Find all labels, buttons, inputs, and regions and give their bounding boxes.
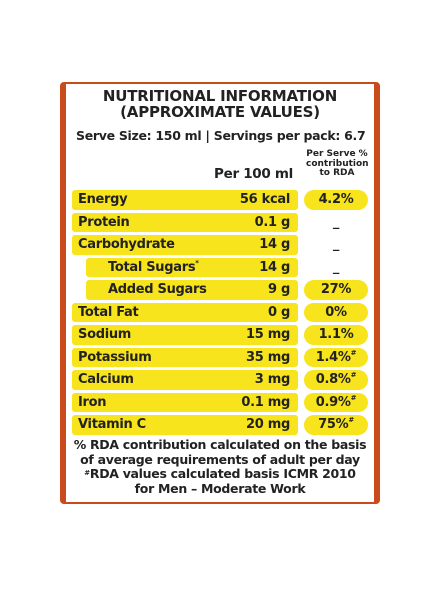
nutrient-value: 0.1 g [254, 214, 291, 230]
footnote-line-3-text: RDA values calculated basis ICMR 2010 [89, 466, 356, 481]
rda-pct-value: 27% [320, 282, 352, 297]
nutrient-row-sodium: Sodium 15 mg 1.1% [72, 323, 368, 346]
hash-mark: # [350, 393, 357, 402]
title-line-2: (APPROXIMATE VALUES) [120, 103, 320, 121]
nutrient-name: Carbohydrate [78, 237, 175, 252]
row-highlight [72, 392, 298, 412]
nutrient-row-added-sugars: Added Sugars 9 g 27% [72, 278, 368, 301]
nutrient-name: Total Fat [78, 304, 139, 320]
nutrient-row-carbohydrate: Carbohydrate 14 g _ [72, 233, 368, 256]
nutrient-value: 9 g [268, 282, 290, 297]
nutrient-rda-pct: 1.1% [304, 327, 368, 342]
column-header-per-serve-rda: Per Serve % contribution to RDA [306, 149, 369, 179]
nutrient-rda-pct: 0.8%# [304, 371, 368, 387]
nutrient-row-total-sugars: Total Sugars* 14 g _ [72, 256, 368, 279]
nutrition-label-panel: NUTRITIONAL INFORMATION (APPROXIMATE VAL… [66, 84, 374, 502]
rda-pct-value: 75% [318, 417, 349, 432]
nutrient-rows: Energy 56 kcal 4.2% Protein 0.1 g _ Carb… [72, 188, 368, 436]
nutrient-rda-pct: _ [304, 215, 368, 230]
title-line-1: NUTRITIONAL INFORMATION [102, 87, 338, 105]
rda-pct-value: _ [332, 259, 340, 275]
rda-pct-value: 4.2% [318, 192, 354, 207]
row-highlight [86, 280, 298, 300]
nutrient-value: 14 g [259, 237, 290, 252]
column-header-per-100ml: Per 100 ml [214, 166, 293, 182]
nutrient-value: 56 kcal [239, 192, 290, 207]
nutrient-name: Protein [78, 214, 130, 230]
footnote-line-2: of average requirements of adult per day [80, 451, 360, 467]
nutrient-row-potassium: Potassium 35 mg 1.4%# [72, 346, 368, 369]
footnote-line-4: for Men – Moderate Work [134, 480, 306, 496]
row-highlight [72, 325, 298, 345]
nutrient-rda-pct: 1.4%# [304, 348, 368, 365]
nutrient-rda-pct: 4.2% [304, 192, 368, 207]
footnote-line-1: % RDA contribution calculated on the bas… [73, 437, 367, 452]
hash-mark: # [348, 416, 354, 424]
nutrient-row-iron: Iron 0.1 mg 0.9%# [72, 391, 368, 414]
nutrient-name: Vitamin C [78, 417, 146, 432]
nutrient-value: 35 mg [246, 349, 290, 365]
nutrient-value: 0.1 mg [241, 394, 290, 410]
row-highlight [72, 190, 298, 210]
nutrient-rda-pct: _ [304, 237, 368, 252]
pct-highlight [304, 370, 368, 390]
row-highlight [72, 235, 298, 255]
nutrient-name: Potassium [78, 349, 152, 365]
per-serve-header-line-2: contribution [306, 158, 369, 169]
pct-highlight [304, 190, 368, 210]
nutrient-name: Added Sugars [108, 282, 207, 297]
hash-mark: # [350, 348, 357, 357]
nutrient-value: 3 mg [254, 372, 291, 387]
per-serve-header-line-1: Per Serve % [306, 149, 368, 159]
rda-pct-value: _ [332, 214, 340, 230]
nutrient-name: Total Sugars* [108, 258, 199, 275]
nutrient-value: 20 mg [246, 417, 290, 432]
footnote-line-3: #RDA values calculated basis ICMR 2010 [66, 466, 374, 482]
per-serve-header-line-3: to RDA [319, 168, 355, 178]
row-highlight [72, 212, 298, 232]
pct-highlight [304, 415, 368, 435]
nutrient-row-energy: Energy 56 kcal 4.2% [72, 188, 368, 211]
pct-highlight [304, 302, 368, 322]
row-highlight [72, 302, 298, 322]
label-title: NUTRITIONAL INFORMATION (APPROXIMATE VAL… [66, 88, 374, 120]
row-highlight [72, 415, 298, 435]
asterisk-mark: * [195, 258, 199, 267]
rda-pct-value: 0.8% [315, 372, 351, 387]
nutrient-rda-pct: 27% [304, 282, 368, 297]
nutrient-name-text: Total Sugars [108, 259, 196, 275]
nutrient-name: Calcium [78, 372, 134, 387]
nutrient-name: Sodium [78, 327, 132, 342]
serve-size: Serve Size: 150 ml | Servings per pack: … [76, 128, 366, 143]
rda-pct-value: 0% [325, 304, 347, 320]
row-highlight [72, 347, 298, 367]
rda-pct-value: 1.4% [315, 349, 351, 365]
row-highlight [72, 370, 298, 390]
nutrient-row-protein: Protein 0.1 g _ [72, 211, 368, 234]
pct-highlight [304, 392, 368, 412]
nutrient-row-total-fat: Total Fat 0 g 0% [72, 301, 368, 324]
nutrient-name: Energy [78, 192, 128, 207]
hash-mark: # [350, 371, 357, 379]
nutrient-value: 14 g [259, 259, 290, 275]
nutrient-value: 15 mg [246, 327, 290, 342]
nutrient-rda-pct: _ [304, 260, 368, 275]
nutrient-row-vitamin-c: Vitamin C 20 mg 75%# [72, 413, 368, 436]
nutrient-rda-pct: 0.9%# [304, 393, 368, 410]
rda-pct-value: 1.1% [318, 327, 354, 342]
row-highlight [86, 257, 298, 277]
pct-highlight [304, 347, 368, 367]
rda-pct-value: 0.9% [315, 394, 351, 410]
pct-highlight [304, 325, 368, 345]
nutrient-value: 0 g [268, 304, 290, 320]
nutrient-rda-pct: 75%# [304, 416, 368, 432]
label-footnote: % RDA contribution calculated on the bas… [66, 437, 374, 496]
nutrient-name: Iron [78, 394, 107, 410]
hash-mark: # [84, 469, 90, 477]
nutrient-rda-pct: 0% [304, 305, 368, 320]
nutrition-label: NUTRITIONAL INFORMATION (APPROXIMATE VAL… [60, 82, 380, 504]
nutrient-row-calcium: Calcium 3 mg 0.8%# [72, 368, 368, 391]
pct-highlight [304, 280, 368, 300]
rda-pct-value: _ [332, 237, 340, 252]
